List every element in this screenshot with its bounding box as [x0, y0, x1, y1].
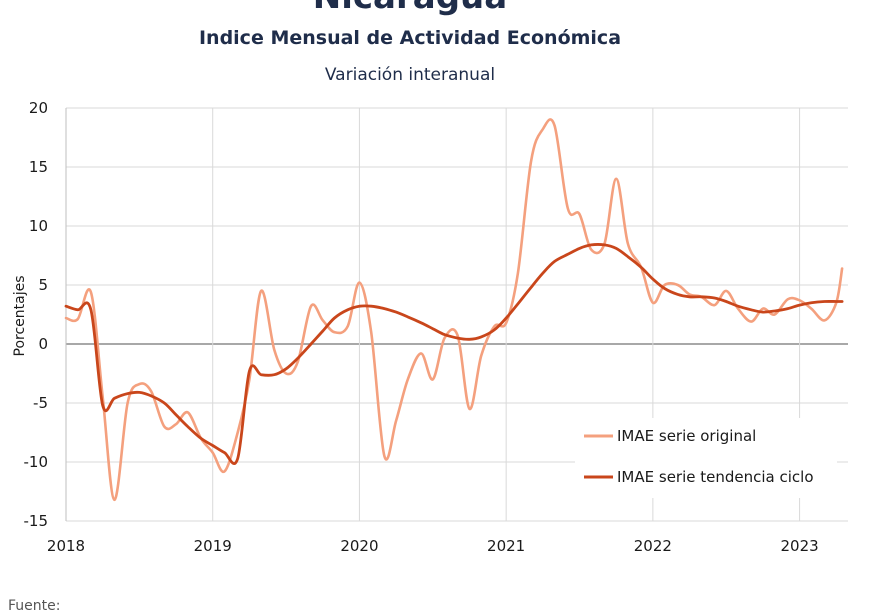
y-tick-label: 10 — [29, 217, 48, 235]
legend-background — [575, 418, 837, 498]
y-tick-label: 5 — [38, 276, 48, 294]
x-tick-label: 2019 — [194, 537, 232, 555]
x-tick-label: 2020 — [340, 537, 378, 555]
series-lines — [64, 118, 844, 502]
series-original-line — [64, 118, 844, 502]
y-tick-label: -5 — [33, 394, 48, 412]
chart-country-title: Nicaragua — [313, 0, 507, 17]
x-axis-ticks: 2018 2019 2020 2021 2022 2023 — [47, 537, 819, 555]
x-tick-label: 2018 — [47, 537, 85, 555]
x-tick-label: 2022 — [634, 537, 672, 555]
series-trend-line — [64, 243, 844, 465]
y-tick-label: -15 — [24, 512, 49, 530]
chart-title: Indice Mensual de Actividad Económica — [199, 27, 621, 49]
y-tick-label: 20 — [29, 99, 48, 117]
y-axis-ticks: 20 15 10 5 0 -5 -10 -15 — [24, 99, 49, 530]
chart-subtitle: Variación interanual — [325, 65, 495, 85]
legend: IMAE serie original IMAE serie tendencia… — [575, 418, 837, 498]
y-tick-label: -10 — [24, 453, 49, 471]
y-tick-label: 0 — [38, 335, 48, 353]
source-label: Fuente: — [8, 598, 60, 613]
y-tick-label: 15 — [29, 158, 48, 176]
y-axis-label: Porcentajes — [12, 275, 28, 356]
legend-label-original: IMAE serie original — [617, 427, 756, 445]
legend-label-trend: IMAE serie tendencia ciclo — [617, 468, 814, 486]
x-tick-label: 2023 — [780, 537, 818, 555]
x-tick-label: 2021 — [487, 537, 525, 555]
